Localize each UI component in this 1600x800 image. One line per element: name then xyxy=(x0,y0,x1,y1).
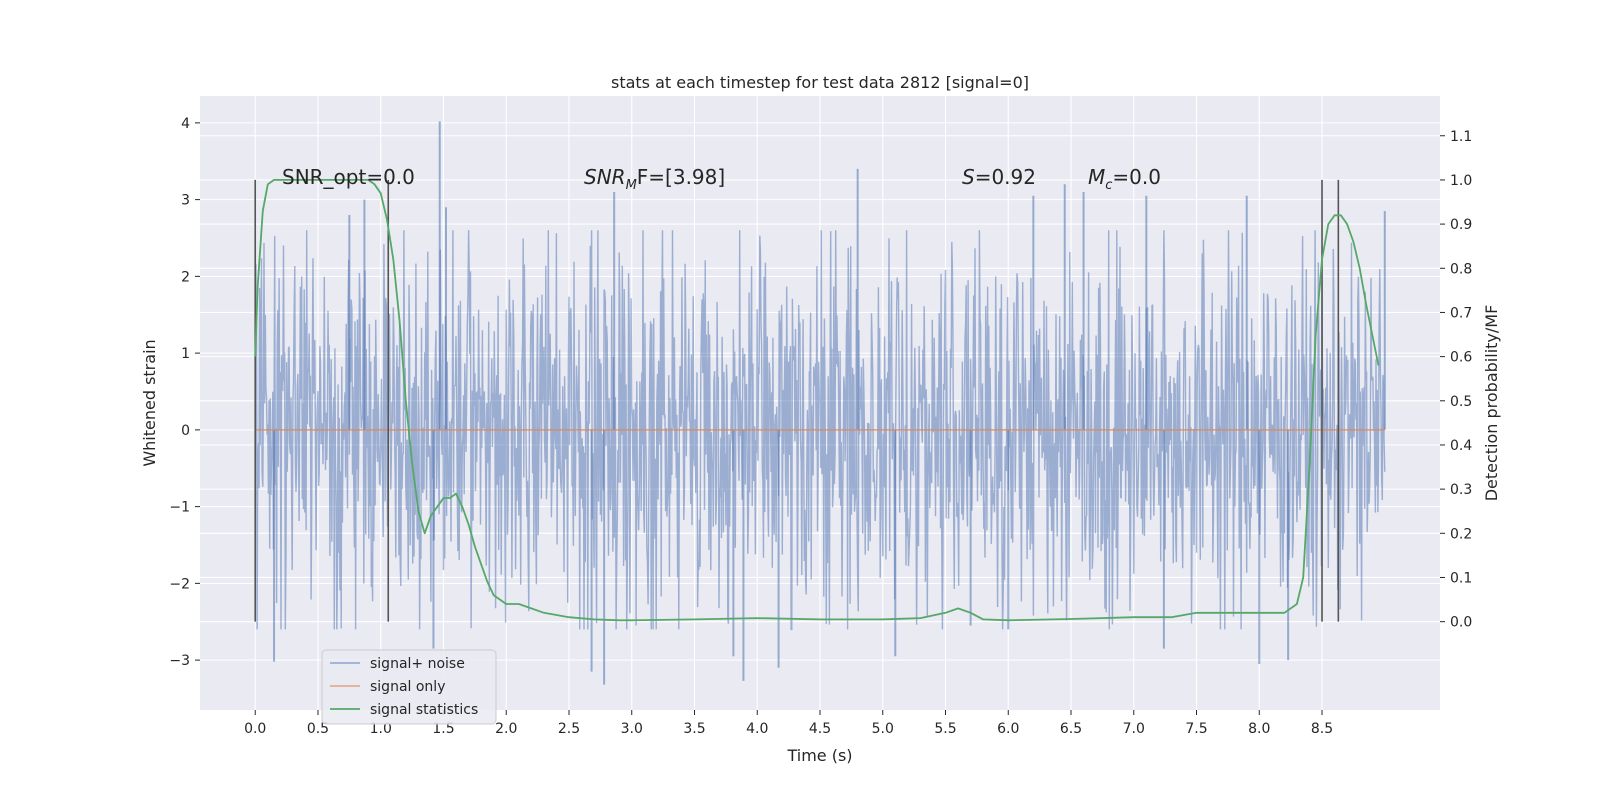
y-right-tick-label-3: 0.3 xyxy=(1450,482,1472,498)
y-left-tick-label-2: −1 xyxy=(169,500,190,516)
x-tick-label-13: 6.5 xyxy=(1060,721,1082,737)
x-tick-label-2: 1.0 xyxy=(370,721,392,737)
annotation-mc-sub: c xyxy=(1105,178,1112,193)
annotation-snr-mf-name: SNR xyxy=(584,165,626,189)
annotation-snr-mf-value: F=[3.98] xyxy=(637,165,725,189)
annotation-mc-name: M xyxy=(1088,165,1105,189)
chart-title: stats at each timestep for test data 281… xyxy=(611,73,1029,92)
x-tick-label-9: 4.5 xyxy=(809,721,831,737)
annotation-s-name: S xyxy=(962,165,975,189)
annotation-snr-mf: SNRMF=[3.98] xyxy=(584,165,725,193)
y-right-tick-label-1: 0.1 xyxy=(1450,570,1472,586)
x-axis-label: Time (s) xyxy=(786,746,852,765)
y-left-axis-label: Whitened strain xyxy=(140,339,159,466)
x-tick-label-7: 3.5 xyxy=(683,721,705,737)
y-right-tick-label-2: 0.2 xyxy=(1450,526,1472,542)
y-right-tick-label-11: 1.1 xyxy=(1450,129,1472,145)
annotation-snr-mf-sub: M xyxy=(626,178,637,193)
legend-label-signal-statistics: signal statistics xyxy=(370,702,478,718)
x-tick-label-17: 8.5 xyxy=(1311,721,1333,737)
x-tick-label-6: 3.0 xyxy=(621,721,643,737)
signal-noise-series xyxy=(254,121,1386,685)
y-left-axis-ticks: −3 −2 −1 0 1 2 3 4 xyxy=(169,116,200,669)
annotation-snr-opt: SNR_opt=0.0 xyxy=(282,165,415,189)
legend: signal+ noise signal only signal statist… xyxy=(321,649,497,725)
x-tick-label-12: 6.0 xyxy=(997,721,1019,737)
x-tick-label-16: 8.0 xyxy=(1248,721,1270,737)
x-tick-label-8: 4.0 xyxy=(746,721,768,737)
y-right-tick-label-9: 0.9 xyxy=(1450,217,1472,233)
x-tick-label-1: 0.5 xyxy=(307,721,329,737)
y-right-tick-label-6: 0.6 xyxy=(1450,350,1472,366)
y-right-tick-label-4: 0.4 xyxy=(1450,438,1472,454)
x-tick-label-5: 2.5 xyxy=(558,721,580,737)
y-left-tick-label-4: 1 xyxy=(181,346,190,362)
legend-box xyxy=(321,649,497,725)
x-tick-label-15: 7.5 xyxy=(1185,721,1207,737)
x-tick-label-0: 0.0 xyxy=(244,721,266,737)
annotation-s-value: =0.92 xyxy=(975,165,1036,189)
annotation-s: S=0.92 xyxy=(962,165,1036,189)
y-right-tick-label-10: 1.0 xyxy=(1450,173,1472,189)
y-right-tick-label-8: 0.8 xyxy=(1450,261,1472,277)
noise-trace xyxy=(254,230,1386,631)
legend-label-signal-noise: signal+ noise xyxy=(370,656,465,672)
annotation-mc: Mc=0.0 xyxy=(1088,165,1161,193)
y-right-tick-label-7: 0.7 xyxy=(1450,305,1472,321)
y-right-axis-label: Detection probability/MF xyxy=(1482,305,1501,502)
x-tick-label-4: 2.0 xyxy=(495,721,517,737)
y-right-tick-label-0: 0.0 xyxy=(1450,615,1472,631)
x-tick-label-11: 5.5 xyxy=(934,721,956,737)
signal-statistics-series xyxy=(254,179,1380,622)
vertical-markers xyxy=(254,179,1340,622)
y-left-tick-label-6: 3 xyxy=(181,193,190,209)
y-left-tick-label-7: 4 xyxy=(181,116,190,132)
legend-label-signal-only: signal only xyxy=(370,679,445,695)
y-left-tick-label-1: −2 xyxy=(169,576,190,592)
y-right-tick-label-5: 0.5 xyxy=(1450,394,1472,410)
signal-statistics-line xyxy=(254,179,1380,622)
annotation-mc-value: =0.0 xyxy=(1112,165,1161,189)
y-right-axis-ticks: 0.0 0.1 0.2 0.3 0.4 0.5 0.6 0.7 0.8 0.9 1.0 1.1 xyxy=(1440,129,1472,631)
y-left-tick-label-5: 2 xyxy=(181,269,190,285)
y-left-tick-label-0: −3 xyxy=(169,653,190,669)
x-tick-label-14: 7.0 xyxy=(1123,721,1145,737)
y-left-tick-label-3: 0 xyxy=(181,423,190,439)
x-tick-label-10: 5.0 xyxy=(872,721,894,737)
x-axis-ticks: 0.0 0.5 1.0 1.5 2.0 2.5 3.0 3.5 4.0 4.5 5.0 5.5 6.0 6… xyxy=(244,710,1333,737)
x-tick-label-3: 1.5 xyxy=(432,721,454,737)
